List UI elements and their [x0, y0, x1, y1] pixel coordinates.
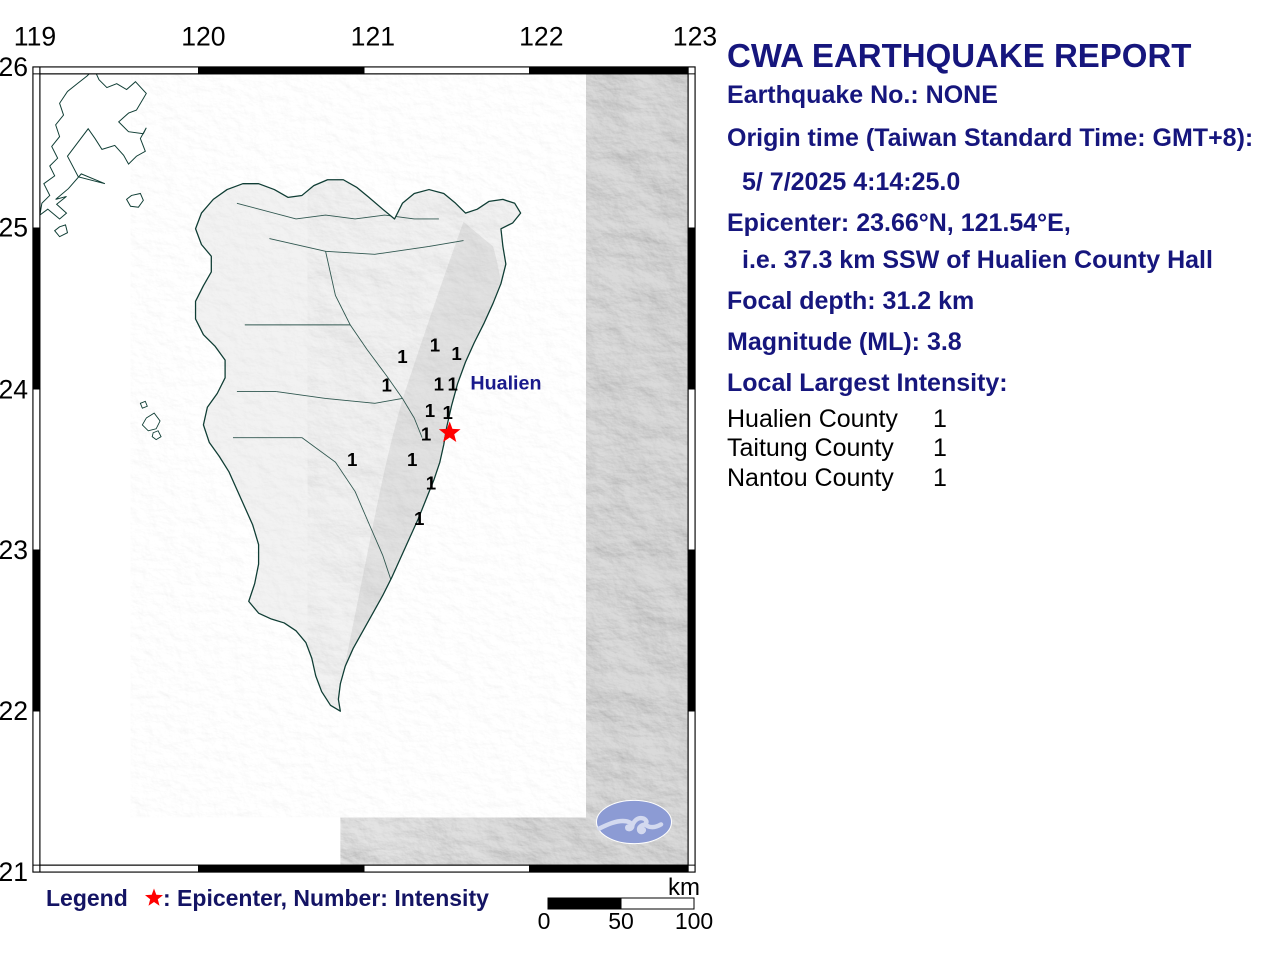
svg-text:1: 1 — [421, 424, 431, 445]
svg-text:1: 1 — [426, 473, 436, 494]
svg-text:1: 1 — [434, 374, 444, 395]
svg-text:1: 1 — [443, 402, 453, 423]
svg-text:Local Largest Intensity:: Local Largest Intensity: — [727, 369, 1008, 397]
svg-text:23: 23 — [0, 535, 28, 565]
svg-text:1: 1 — [425, 400, 435, 421]
svg-text:100: 100 — [675, 908, 713, 934]
svg-text:Hualien County: Hualien County — [727, 405, 898, 433]
svg-text:km: km — [668, 874, 700, 901]
svg-text:1: 1 — [933, 464, 947, 492]
svg-text:Nantou County: Nantou County — [727, 464, 894, 492]
svg-text:1: 1 — [430, 334, 440, 355]
svg-text:1: 1 — [347, 449, 357, 470]
svg-text:1: 1 — [451, 343, 461, 364]
svg-text:Legend: Legend — [46, 885, 128, 911]
svg-text:Earthquake No.: NONE: Earthquake No.: NONE — [727, 81, 998, 109]
svg-text:123: 123 — [673, 21, 717, 51]
svg-text:1: 1 — [381, 375, 391, 396]
svg-text:119: 119 — [14, 21, 56, 51]
svg-text:CWA EARTHQUAKE REPORT: CWA EARTHQUAKE REPORT — [727, 37, 1191, 74]
svg-text:Focal depth: 31.2 km: Focal depth: 31.2 km — [727, 287, 974, 315]
svg-text:25: 25 — [0, 213, 28, 243]
svg-text:1: 1 — [933, 405, 947, 433]
svg-text:: Epicenter, Number: Intensity: : Epicenter, Number: Intensity — [163, 885, 489, 911]
svg-text:Taitung County: Taitung County — [727, 434, 894, 462]
svg-text:21: 21 — [0, 857, 28, 887]
svg-text:122: 122 — [519, 21, 563, 51]
svg-text:1: 1 — [447, 374, 457, 395]
svg-text:0: 0 — [538, 908, 551, 934]
svg-text:1: 1 — [397, 346, 407, 367]
svg-text:120: 120 — [181, 21, 225, 51]
svg-text:1: 1 — [414, 508, 424, 529]
svg-text:Origin time (Taiwan Standard T: Origin time (Taiwan Standard Time: GMT+8… — [727, 124, 1253, 152]
svg-text:50: 50 — [608, 908, 634, 934]
svg-text:1: 1 — [933, 434, 947, 462]
svg-text:Hualien: Hualien — [470, 373, 541, 395]
svg-text:Epicenter: 23.66°N, 121.54°E,: Epicenter: 23.66°N, 121.54°E, — [727, 209, 1071, 237]
svg-text:22: 22 — [0, 696, 28, 726]
svg-text:26: 26 — [0, 52, 28, 82]
svg-text:5/ 7/2025 4:14:25.0: 5/ 7/2025 4:14:25.0 — [742, 168, 960, 196]
svg-text:Magnitude (ML): 3.8: Magnitude (ML): 3.8 — [727, 328, 962, 356]
svg-text:i.e. 37.3 km SSW of Hualien Co: i.e. 37.3 km SSW of Hualien County Hall — [742, 246, 1213, 274]
svg-text:121: 121 — [351, 21, 395, 51]
svg-text:24: 24 — [0, 374, 28, 404]
svg-text:1: 1 — [407, 449, 417, 470]
